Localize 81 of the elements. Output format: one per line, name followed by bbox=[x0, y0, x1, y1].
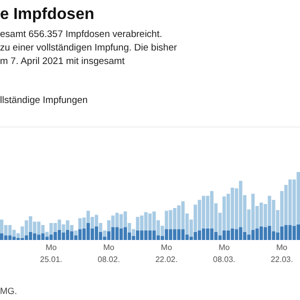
bar bbox=[136, 230, 140, 240]
bar bbox=[111, 216, 115, 228]
bar bbox=[296, 224, 300, 240]
x-tick-label: Mo 22.03. bbox=[270, 243, 293, 264]
bar bbox=[37, 234, 40, 240]
bar bbox=[152, 230, 156, 240]
bar bbox=[78, 229, 82, 240]
bar bbox=[168, 229, 172, 240]
bar bbox=[222, 230, 226, 240]
x-tick-label: Mo 25.01. bbox=[40, 243, 62, 264]
bar bbox=[4, 235, 8, 240]
bar bbox=[173, 229, 176, 240]
bar bbox=[168, 210, 172, 230]
bar bbox=[177, 229, 181, 240]
text: llständige Impfungen bbox=[0, 95, 88, 106]
bar bbox=[280, 226, 284, 240]
bar bbox=[255, 228, 259, 240]
bar bbox=[177, 205, 181, 230]
bar bbox=[49, 223, 53, 235]
bar bbox=[107, 231, 110, 240]
bar bbox=[226, 230, 230, 240]
bar bbox=[70, 231, 74, 240]
bar bbox=[119, 214, 123, 228]
bar bbox=[111, 227, 115, 240]
bar bbox=[12, 236, 16, 240]
bar bbox=[230, 228, 234, 240]
bar bbox=[214, 232, 218, 240]
bar bbox=[24, 220, 28, 236]
bar bbox=[0, 233, 4, 240]
bar bbox=[230, 188, 234, 228]
bar bbox=[78, 218, 82, 230]
bar bbox=[58, 230, 62, 240]
bar bbox=[54, 223, 57, 232]
bar bbox=[66, 220, 70, 230]
bar bbox=[288, 179, 292, 226]
bar bbox=[144, 212, 148, 230]
bar bbox=[260, 202, 263, 226]
bar bbox=[41, 225, 45, 234]
bar bbox=[0, 220, 4, 234]
bar bbox=[288, 225, 292, 240]
chart-subtitle: esamt 656.357 Impfdosen verabreicht. zu einer vollständigen Impfung. Die bisher m 7. April 2021 mit insgesamt bbox=[0, 29, 177, 67]
bar bbox=[66, 230, 70, 240]
bar bbox=[140, 216, 144, 230]
bar bbox=[238, 227, 242, 240]
bar bbox=[234, 229, 238, 240]
bar bbox=[58, 220, 62, 230]
bar bbox=[210, 191, 214, 228]
bar bbox=[272, 200, 276, 232]
bar bbox=[54, 232, 57, 240]
bar bbox=[32, 233, 36, 240]
bar bbox=[41, 233, 45, 240]
bar bbox=[45, 236, 49, 240]
bar bbox=[198, 200, 202, 230]
bar bbox=[140, 230, 144, 240]
bar bbox=[264, 227, 268, 240]
bar bbox=[198, 230, 202, 240]
chart-title: e Impfdosen bbox=[0, 6, 94, 23]
x-tick-label: Mo 08.03. bbox=[213, 243, 236, 264]
bar bbox=[37, 222, 40, 235]
bar bbox=[8, 235, 12, 240]
bar bbox=[119, 228, 123, 240]
bar bbox=[206, 228, 210, 240]
bar bbox=[24, 235, 28, 240]
bar bbox=[49, 234, 53, 240]
bar bbox=[194, 232, 198, 240]
bar bbox=[28, 216, 32, 232]
bar bbox=[144, 230, 148, 240]
bar bbox=[8, 225, 12, 236]
bar bbox=[210, 228, 214, 240]
bar bbox=[292, 226, 296, 240]
text: MG. bbox=[0, 286, 17, 296]
bar bbox=[260, 226, 263, 240]
bar bbox=[296, 172, 300, 224]
bar bbox=[164, 229, 168, 240]
x-tick-label: Mo 22.02. bbox=[155, 243, 178, 264]
x-tick-label: Mo 08.02. bbox=[98, 243, 120, 264]
bar bbox=[86, 223, 90, 240]
bar bbox=[124, 227, 127, 240]
bar bbox=[268, 226, 272, 240]
bar bbox=[173, 208, 176, 230]
bar bbox=[181, 229, 185, 240]
